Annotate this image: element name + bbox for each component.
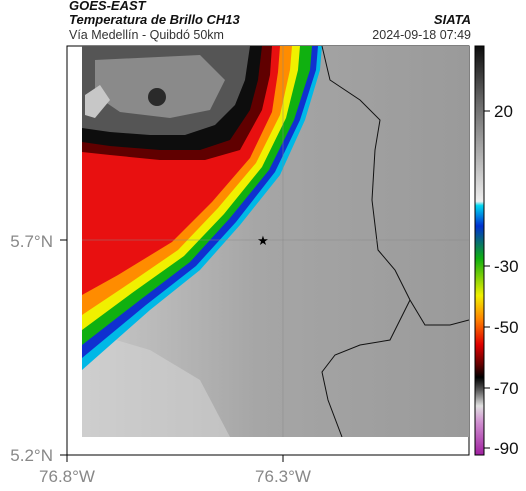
timestamp-label: 2024-09-18 07:49	[372, 28, 471, 42]
colorbar	[474, 45, 485, 456]
product-title: Temperatura de Brillo CH13	[69, 12, 240, 27]
colorbar-label-minus30: -30	[494, 257, 519, 276]
colorbar-ticks	[484, 110, 490, 449]
x-tick-label-76.3: 76.3°W	[255, 467, 311, 486]
border-line-south	[321, 299, 411, 437]
colorbar-label-minus70: -70	[494, 379, 519, 398]
x-tick-label-76.8: 76.8°W	[39, 467, 95, 486]
cloud-core-spot	[148, 88, 166, 106]
cloud-core-patch	[85, 85, 110, 118]
colorbar-label-20: 20	[494, 102, 513, 121]
region-subtitle: Vía Medellín - Quibdó 50km	[69, 28, 224, 42]
colorbar-label-minus50: -50	[494, 318, 519, 337]
cloud-core-light	[95, 55, 225, 118]
source-label: SIATA	[433, 12, 471, 27]
colorbar-label-minus90: -90	[494, 439, 519, 458]
y-tick-label-5.2: 5.2°N	[10, 446, 53, 465]
warm-surface-patch	[82, 330, 230, 437]
satellite-title: GOES-EAST	[69, 0, 146, 13]
station-marker-star-icon: ★	[257, 234, 269, 249]
border-line-east	[321, 46, 469, 326]
y-tick-label-5.7: 5.7°N	[10, 232, 53, 251]
